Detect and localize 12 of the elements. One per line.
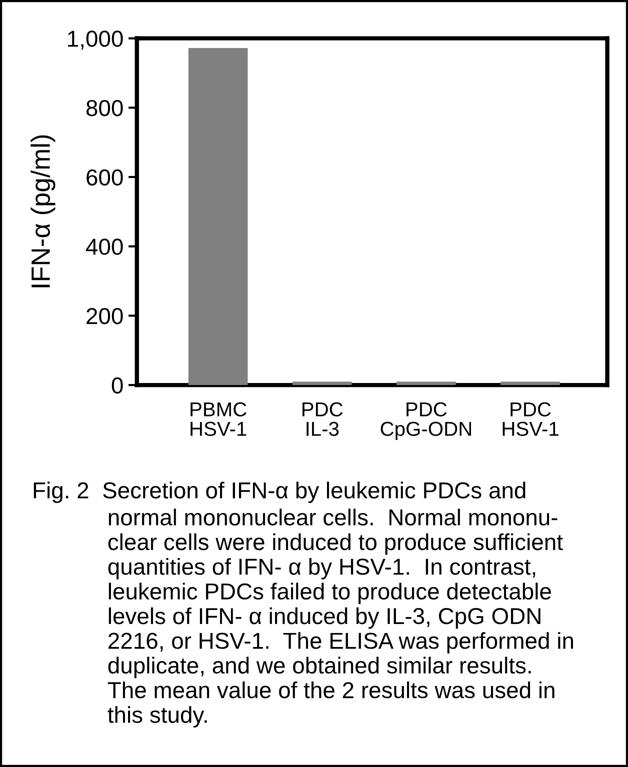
y-axis-title: IFN-α (pg/ml) [30,135,56,288]
x-tick-label: PDC CpG-ODN [380,402,471,440]
x-tick-label: PDC HSV-1 [502,402,558,436]
y-tick-label: 200 [86,308,123,324]
y-tick-label: 1,000 [68,30,123,50]
y-tick-label: 400 [86,238,123,255]
y-tick-label: 600 [86,169,123,186]
x-tick-label: PBMC HSV-1 [190,402,246,436]
y-tick-label: 800 [86,100,123,116]
x-tick-label: PDC IL-3 [302,402,343,436]
text: Fig. 2 Secretion of IFN-α by leukemic PDCs and normal mononuclear cells. Normal mononu- clear cells were induced to produce sufficient quantities of IFN- α by HSV-1. In contrast, leukemic PDCs failed to produce detectable levels of IFN- α induced by IL-3, CpG ODN 2216, or HSV-1. The ELISA was performed in duplicate, and we obtained similar results. The mean value of the 2 results was used in this study. [34,482,573,728]
y-tick-label: 0 [112,377,123,394]
